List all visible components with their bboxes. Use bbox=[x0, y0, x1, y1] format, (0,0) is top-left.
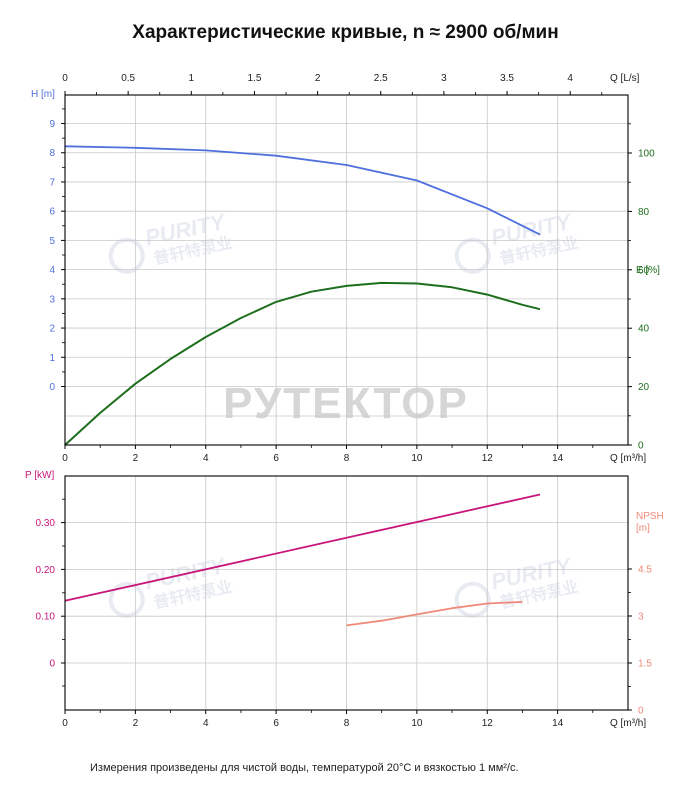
x-tick-label: 8 bbox=[344, 718, 350, 729]
npsh-tick-label: 4.5 bbox=[638, 565, 652, 576]
page-title: Характеристические кривые, n ≈ 2900 об/м… bbox=[132, 22, 559, 43]
h-tick-label: 6 bbox=[49, 207, 55, 218]
p-axis-label: P [kW] bbox=[25, 470, 54, 481]
npsh-axis-label: NPSH bbox=[636, 511, 664, 522]
npsh-curve bbox=[346, 601, 523, 627]
p-tick-label: 0.10 bbox=[36, 612, 56, 623]
ls-tick-label: 2.5 bbox=[374, 73, 388, 84]
e-tick-label: 80 bbox=[638, 207, 650, 218]
purity-logo-ring bbox=[108, 237, 145, 274]
npsh-tick-label: 0 bbox=[638, 706, 644, 717]
grid-layer bbox=[64, 95, 628, 710]
e-tick-label: 0 bbox=[638, 441, 644, 452]
head-curve bbox=[64, 145, 541, 236]
e-tick-label: 60 bbox=[638, 265, 650, 276]
q-axis-label-2: Q [m³/h] bbox=[610, 718, 646, 729]
x-tick-label: 6 bbox=[273, 453, 279, 464]
npsh-tick-label: 3 bbox=[638, 612, 644, 623]
footnote: Измерения произведены для чистой воды, т… bbox=[90, 762, 519, 774]
p-tick-label: 0.20 bbox=[36, 565, 56, 576]
npsh-tick-label: 1.5 bbox=[638, 659, 652, 670]
npsh-axis-unit: [m] bbox=[636, 523, 650, 534]
x-tick-label: 14 bbox=[552, 453, 564, 464]
q-axis-label-1: Q [m³/h] bbox=[610, 453, 646, 464]
h-tick-label: 5 bbox=[49, 236, 55, 247]
h-tick-label: 3 bbox=[49, 294, 55, 305]
x-tick-label: 10 bbox=[411, 453, 423, 464]
rutektor-watermark: РУТЕКТОР bbox=[223, 379, 469, 428]
ls-axis-label: Q [L/s] bbox=[610, 73, 640, 84]
ls-tick-label: 0.5 bbox=[121, 73, 135, 84]
ls-tick-label: 1 bbox=[189, 73, 195, 84]
ls-tick-label: 3 bbox=[441, 73, 447, 84]
purity-logo-ring bbox=[454, 581, 491, 618]
x-tick-label: 12 bbox=[482, 453, 494, 464]
panel2-frame bbox=[64, 475, 629, 711]
x-tick-label: 14 bbox=[552, 718, 564, 729]
series-layer bbox=[64, 145, 541, 627]
x-tick-label: 12 bbox=[482, 718, 494, 729]
h-tick-label: 4 bbox=[49, 265, 55, 276]
h-tick-label: 8 bbox=[49, 148, 55, 159]
h-tick-label: 0 bbox=[49, 382, 55, 393]
frame-layer bbox=[61, 91, 632, 714]
h-tick-label: 1 bbox=[49, 353, 55, 364]
x-tick-label: 4 bbox=[203, 718, 209, 729]
x-tick-label: 6 bbox=[273, 718, 279, 729]
purity-logo-ring bbox=[108, 581, 145, 618]
e-tick-label: 20 bbox=[638, 382, 650, 393]
purity-logo-ring bbox=[454, 237, 491, 274]
x-tick-label: 2 bbox=[133, 453, 139, 464]
h-tick-label: 9 bbox=[49, 119, 55, 130]
panel1-frame bbox=[64, 94, 629, 446]
x-tick-label: 0 bbox=[62, 453, 68, 464]
ls-tick-label: 3.5 bbox=[500, 73, 514, 84]
e-tick-label: 100 bbox=[638, 149, 655, 160]
ls-tick-label: 1.5 bbox=[247, 73, 261, 84]
h-tick-label: 7 bbox=[49, 177, 55, 188]
p-tick-label: 0 bbox=[49, 659, 55, 670]
h-axis-label: H [m] bbox=[31, 89, 55, 100]
ls-tick-label: 4 bbox=[567, 73, 573, 84]
power-curve bbox=[64, 493, 541, 602]
ls-tick-label: 0 bbox=[62, 73, 68, 84]
e-tick-label: 40 bbox=[638, 324, 650, 335]
x-tick-label: 4 bbox=[203, 453, 209, 464]
x-tick-label: 10 bbox=[411, 718, 423, 729]
efficiency-curve bbox=[64, 281, 541, 446]
x-tick-label: 8 bbox=[344, 453, 350, 464]
ls-tick-label: 2 bbox=[315, 73, 321, 84]
e-axis-label: E [%] bbox=[636, 265, 660, 276]
h-tick-label: 2 bbox=[49, 324, 55, 335]
p-tick-label: 0.30 bbox=[36, 518, 56, 529]
x-tick-label: 2 bbox=[133, 718, 139, 729]
x-tick-label: 0 bbox=[62, 718, 68, 729]
